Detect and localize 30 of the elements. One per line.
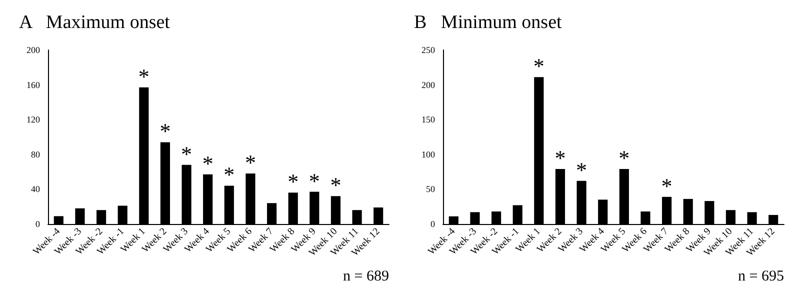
annotation: * xyxy=(576,157,588,182)
annotation: * xyxy=(138,64,150,89)
annotation: * xyxy=(618,146,630,171)
annotation: * xyxy=(244,150,256,176)
annotation: * xyxy=(288,169,299,194)
chart-title: A Maximum onset xyxy=(19,12,171,33)
y-tick-label: 150 xyxy=(422,114,436,125)
y-tick-label: 120 xyxy=(26,114,40,125)
y-tick-label: 50 xyxy=(426,184,436,194)
annotation: * xyxy=(202,150,214,176)
annotation: * xyxy=(181,141,192,166)
text: n = 689 xyxy=(343,268,390,284)
y-tick-label: 80 xyxy=(31,149,40,160)
y-tick-label: 250 xyxy=(422,45,436,55)
chart-title: B Minimum onset xyxy=(414,12,563,33)
text: n = 695 xyxy=(738,268,784,284)
annotation: * xyxy=(224,162,235,188)
y-tick-label: 0 xyxy=(36,219,40,229)
y-tick-label: 200 xyxy=(26,45,40,55)
annotation: * xyxy=(330,172,342,198)
annotation: * xyxy=(661,173,672,198)
annotation: * xyxy=(308,168,320,194)
y-tick-label: 40 xyxy=(31,184,40,194)
annotation: * xyxy=(533,54,544,79)
y-tick-label: 100 xyxy=(422,149,436,160)
y-tick-label: 160 xyxy=(26,80,40,90)
annotation: * xyxy=(554,146,566,171)
y-tick-label: 0 xyxy=(430,219,436,229)
annotation: * xyxy=(160,118,171,144)
y-tick-label: 200 xyxy=(422,80,436,90)
